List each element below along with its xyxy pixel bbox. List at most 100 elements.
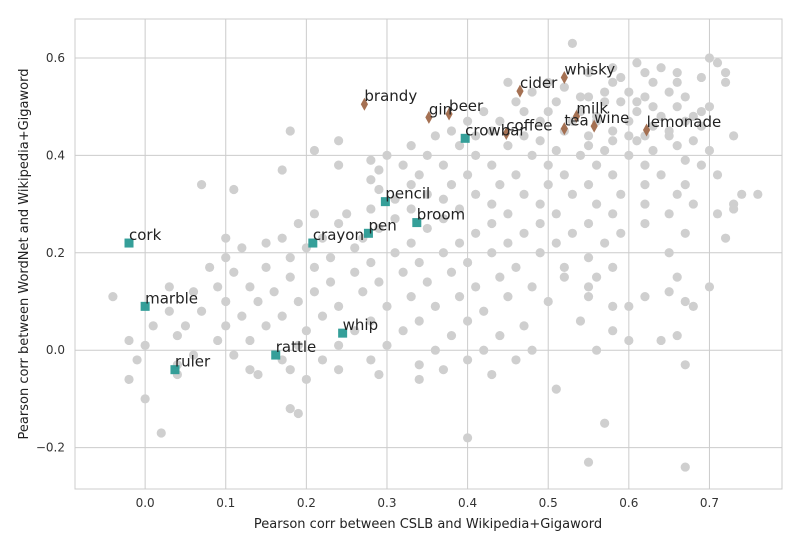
- background-point: [261, 262, 271, 272]
- background-point: [430, 301, 440, 311]
- background-point: [624, 301, 634, 311]
- drink-point: [560, 70, 568, 84]
- background-point: [551, 209, 561, 219]
- background-point: [648, 102, 658, 112]
- background-point: [390, 194, 400, 204]
- background-point: [648, 145, 658, 156]
- x-tick-label: 0.5: [539, 496, 558, 510]
- background-point: [334, 365, 344, 375]
- background-point: [583, 282, 594, 292]
- background-point: [172, 330, 182, 341]
- background-point: [608, 301, 618, 311]
- background-point: [406, 141, 416, 151]
- background-point: [495, 330, 505, 341]
- background-point: [640, 179, 650, 190]
- background-point: [503, 141, 513, 151]
- background-point: [277, 165, 287, 175]
- x-tick-label: 0.4: [458, 496, 477, 510]
- x-tick-label: 0.2: [297, 496, 316, 510]
- background-point: [285, 365, 295, 375]
- background-point: [632, 97, 642, 107]
- background-point: [398, 326, 408, 336]
- point-labels: cork marble ruler rattle crayon whip pen pencil…: [129, 60, 721, 370]
- background-point: [688, 136, 698, 146]
- background-point: [664, 287, 674, 297]
- point-label: wine: [594, 109, 629, 127]
- background-point: [382, 301, 392, 311]
- background-point: [712, 58, 723, 68]
- background-point: [479, 106, 489, 117]
- background-point: [543, 296, 553, 307]
- background-point: [664, 209, 674, 219]
- background-point: [245, 282, 255, 292]
- background-point: [527, 87, 537, 97]
- background-point: [696, 160, 706, 170]
- y-tick-label: −0.2: [36, 441, 65, 455]
- background-point: [422, 189, 432, 199]
- background-point: [608, 209, 618, 219]
- background-point: [188, 350, 199, 360]
- background-point: [696, 72, 706, 83]
- background-point: [624, 116, 634, 126]
- background-point: [575, 92, 586, 102]
- background-point: [390, 248, 400, 258]
- background-point: [124, 335, 134, 346]
- background-point: [471, 228, 481, 238]
- background-point: [600, 97, 610, 107]
- background-point: [285, 272, 295, 282]
- y-tick-label: 0.0: [46, 343, 65, 357]
- background-point: [164, 282, 174, 292]
- background-points: [108, 38, 763, 472]
- background-point: [196, 306, 207, 316]
- background-point: [591, 111, 602, 122]
- background-point: [430, 345, 440, 355]
- background-point: [285, 253, 295, 263]
- background-point: [704, 102, 715, 112]
- tool-point: [124, 238, 134, 248]
- point-label: pen: [368, 216, 396, 234]
- background-point: [229, 267, 239, 277]
- background-point: [382, 340, 392, 350]
- background-point: [737, 189, 747, 199]
- background-point: [704, 53, 715, 63]
- background-point: [600, 145, 610, 156]
- background-point: [583, 218, 594, 229]
- background-point: [712, 209, 723, 219]
- background-point: [414, 257, 424, 268]
- drink-point: [502, 126, 510, 140]
- background-point: [414, 316, 424, 326]
- y-tick-label: 0.6: [46, 51, 65, 65]
- background-point: [406, 204, 416, 214]
- background-point: [462, 355, 473, 365]
- background-point: [414, 170, 424, 180]
- background-point: [293, 340, 303, 350]
- point-label: pencil: [385, 185, 430, 203]
- background-point: [462, 116, 473, 126]
- background-point: [188, 287, 199, 297]
- y-tick-label: 0.2: [46, 246, 65, 260]
- background-point: [503, 77, 513, 87]
- background-point: [269, 287, 279, 297]
- background-point: [640, 92, 650, 102]
- background-point: [390, 214, 400, 224]
- background-point: [640, 292, 650, 302]
- background-point: [680, 179, 690, 190]
- background-point: [293, 408, 303, 419]
- background-point: [503, 238, 513, 248]
- background-point: [454, 141, 465, 151]
- background-point: [640, 218, 650, 229]
- background-point: [696, 121, 706, 131]
- background-point: [374, 277, 384, 287]
- background-point: [664, 248, 674, 258]
- background-point: [462, 257, 473, 268]
- background-point: [350, 326, 360, 336]
- background-point: [495, 116, 505, 126]
- background-point: [688, 111, 698, 122]
- background-point: [237, 243, 247, 253]
- background-point: [350, 243, 360, 253]
- background-point: [567, 189, 577, 199]
- background-point: [309, 262, 320, 272]
- background-point: [495, 179, 505, 190]
- drink-point: [572, 109, 581, 123]
